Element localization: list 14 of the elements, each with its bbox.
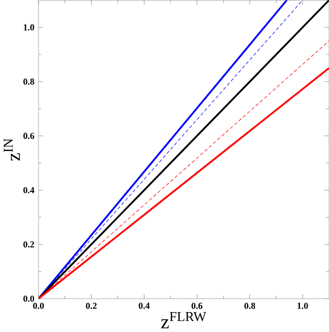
x-tick-label: 0.8	[244, 302, 256, 309]
x-tick-label: 0.0	[33, 302, 44, 309]
x-tick-label: 0.4	[138, 302, 150, 309]
y-tick-label: 1.0	[24, 24, 34, 30]
y-axis-title: z$^{IN}$	[4, 138, 20, 161]
y-tick-label: 0.0	[23, 296, 34, 302]
x-tick-label: 1.0	[298, 302, 308, 309]
x-tick-label: 0.2	[86, 302, 97, 309]
y-tick-label: 0.2	[23, 241, 34, 248]
y-tick-label: 0.6	[23, 132, 34, 139]
y-tick-label: 0.4	[23, 187, 34, 194]
x-tick-label: 0.6	[191, 302, 202, 309]
y-tick-label: 0.8	[23, 78, 34, 85]
x-axis-title: z$^{FLRW}$	[161, 312, 206, 328]
